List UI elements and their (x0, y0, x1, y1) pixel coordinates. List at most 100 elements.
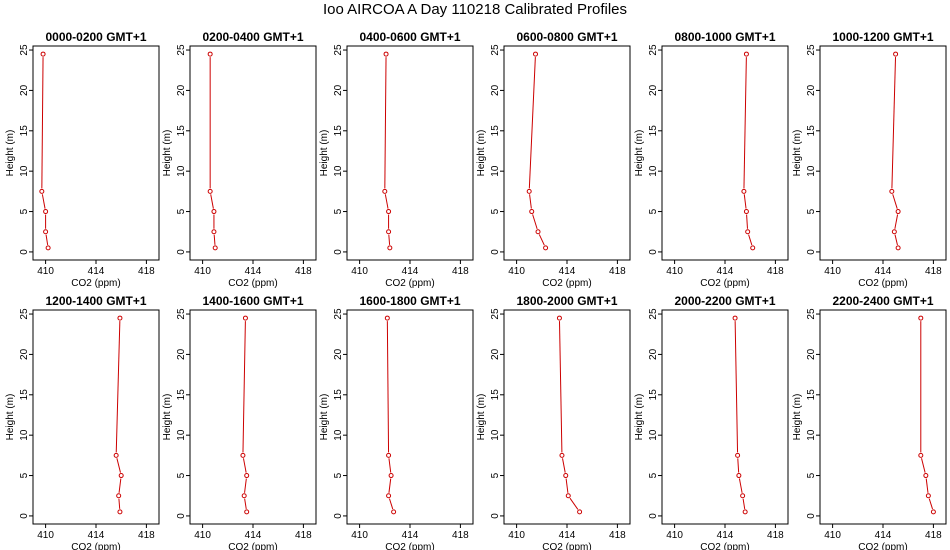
y-tick-label: 5 (806, 472, 817, 478)
profile-point (384, 315, 390, 321)
y-tick-label: 20 (648, 348, 659, 360)
panel-title: 0400-0600 GMT+1 (359, 30, 460, 44)
y-tick-label: 0 (19, 513, 30, 519)
x-axis-label: CO2 (ppm) (542, 542, 591, 550)
y-tick-label: 10 (333, 165, 344, 177)
x-axis-label: CO2 (ppm) (71, 542, 120, 550)
y-axis-label: Height (m) (319, 130, 330, 177)
profile-line-segment (242, 458, 247, 473)
profile-line-segment (528, 57, 536, 189)
y-tick-label: 0 (333, 249, 344, 255)
x-axis-label: CO2 (ppm) (858, 542, 907, 550)
plot-frame (189, 309, 317, 525)
y-tick-label: 20 (176, 348, 187, 360)
profile-point (386, 229, 392, 235)
profile-line-segment (569, 497, 579, 510)
profile-point (207, 51, 213, 57)
profile-line-segment (118, 478, 122, 493)
y-tick-label: 0 (333, 513, 344, 519)
profile-line-segment (928, 498, 933, 510)
profile-line-segment (388, 478, 392, 493)
plot-frame (346, 309, 474, 525)
x-tick-label: 410 (194, 266, 211, 277)
x-tick-label: 410 (37, 530, 54, 541)
profile-point (743, 51, 749, 57)
y-tick-label: 20 (490, 348, 501, 360)
profile-point (387, 245, 393, 251)
x-tick-label: 418 (138, 266, 155, 277)
x-tick-label: 410 (666, 266, 683, 277)
profile-line-segment (213, 234, 216, 245)
x-tick-label: 410 (508, 266, 525, 277)
x-tick-label: 414 (717, 266, 734, 277)
profile-panel: 0000-0200 GMT+1 410 414 418 0 5 10 15 20 25 CO2 (p… (5, 30, 160, 289)
x-tick-label: 418 (295, 266, 312, 277)
y-tick-label: 5 (648, 208, 659, 214)
y-axis-label: Height (m) (476, 394, 487, 441)
y-tick-label: 20 (333, 84, 344, 96)
profile-point (39, 188, 45, 194)
y-tick-label: 25 (806, 44, 817, 56)
y-tick-label: 25 (176, 308, 187, 320)
profile-line-segment (244, 478, 247, 493)
profile-line-segment (118, 498, 121, 509)
x-tick-label: 414 (402, 530, 419, 541)
profile-point (918, 315, 924, 321)
profile-line-segment (748, 234, 753, 246)
x-tick-label: 410 (194, 530, 211, 541)
y-tick-label: 10 (333, 429, 344, 441)
profile-line-segment (892, 194, 898, 209)
plot-frame (346, 45, 474, 261)
y-axis-label: Height (m) (792, 394, 803, 441)
y-tick-label: 0 (490, 249, 501, 255)
profile-line-segment (738, 478, 743, 493)
y-tick-label: 0 (176, 513, 187, 519)
y-tick-label: 25 (648, 308, 659, 320)
profile-point (529, 209, 535, 215)
profile-panel: 2000-2200 GMT+1 410 414 418 0 5 10 15 20 25 CO2 (p… (634, 294, 789, 550)
plot-frame (503, 45, 631, 261)
y-tick-label: 25 (490, 308, 501, 320)
x-tick-label: 414 (875, 266, 892, 277)
profile-panel: 0200-0400 GMT+1 410 414 418 0 5 10 15 20 25 CO2 (p… (162, 30, 317, 289)
x-tick-label: 414 (88, 530, 105, 541)
y-tick-label: 0 (648, 249, 659, 255)
x-tick-label: 410 (508, 530, 525, 541)
y-tick-label: 0 (648, 513, 659, 519)
x-tick-label: 418 (138, 530, 155, 541)
plot-frame (503, 309, 631, 525)
x-tick-label: 410 (351, 530, 368, 541)
y-tick-label: 20 (19, 84, 30, 96)
y-tick-label: 15 (176, 389, 187, 401)
y-tick-label: 10 (176, 429, 187, 441)
profile-point (211, 209, 217, 215)
x-axis-label: CO2 (ppm) (858, 278, 907, 289)
profile-point (895, 245, 901, 251)
panel-title: 0800-1000 GMT+1 (674, 30, 775, 44)
profile-point (750, 245, 756, 251)
x-tick-label: 414 (875, 530, 892, 541)
y-tick-label: 20 (333, 348, 344, 360)
plot-frame (32, 45, 160, 261)
y-tick-label: 0 (806, 513, 817, 519)
profile-line-segment (734, 321, 739, 453)
x-axis-label: CO2 (ppm) (700, 278, 749, 289)
y-tick-label: 20 (176, 84, 187, 96)
profile-point (240, 452, 246, 458)
y-axis-label: Height (m) (792, 130, 803, 177)
y-tick-label: 25 (333, 44, 344, 56)
y-tick-label: 25 (333, 308, 344, 320)
panel-title: 1600-1800 GMT+1 (359, 294, 460, 308)
x-axis-label: CO2 (ppm) (385, 278, 434, 289)
panel-title: 2000-2200 GMT+1 (674, 294, 775, 308)
profile-point (563, 473, 569, 479)
y-tick-label: 15 (806, 125, 817, 137)
x-tick-label: 410 (824, 530, 841, 541)
y-tick-label: 15 (648, 389, 659, 401)
y-axis-label: Height (m) (634, 394, 645, 441)
y-tick-label: 20 (19, 348, 30, 360)
x-tick-label: 414 (402, 266, 419, 277)
x-tick-label: 418 (925, 530, 942, 541)
y-tick-label: 25 (648, 44, 659, 56)
profile-point (45, 245, 51, 251)
